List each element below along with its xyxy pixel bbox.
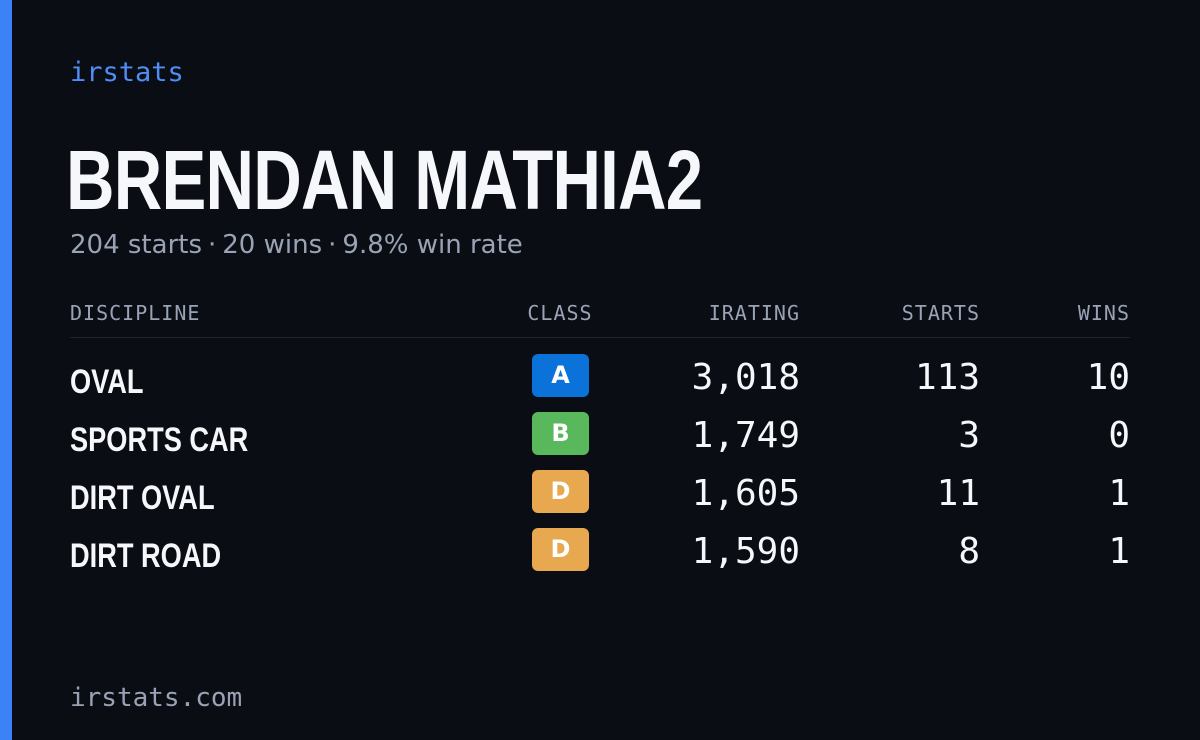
brand-logo-text: irstats — [70, 57, 184, 88]
class-badge: D — [532, 470, 589, 513]
irating-value: 1,590 — [691, 531, 800, 572]
column-header-irating: IRATING — [708, 301, 800, 325]
wins-value: 1 — [1108, 473, 1130, 514]
wins-value: 10 — [1086, 357, 1130, 398]
starts-value: 11 — [936, 473, 980, 514]
footer-url: irstats.com — [70, 683, 243, 713]
starts-summary: 204 starts — [70, 230, 202, 260]
class-badge: B — [532, 412, 589, 455]
class-badge: A — [532, 354, 589, 397]
wins-value: 0 — [1108, 415, 1130, 456]
accent-bar — [0, 0, 12, 740]
table-row: DIRT OVAL D 1,605 11 1 — [0, 470, 1200, 528]
discipline-name: DIRT ROAD — [70, 537, 222, 575]
discipline-name: OVAL — [70, 363, 144, 401]
column-header-wins: WINS — [1077, 301, 1130, 325]
starts-value: 113 — [914, 357, 980, 398]
irating-value: 1,749 — [691, 415, 800, 456]
summary-separator: · — [328, 230, 337, 260]
starts-value: 8 — [958, 531, 980, 572]
table-row: SPORTS CAR B 1,749 3 0 — [0, 412, 1200, 470]
wins-summary: 20 wins — [222, 230, 323, 260]
summary-separator: · — [208, 230, 217, 260]
irating-value: 3,018 — [691, 357, 800, 398]
starts-value: 3 — [958, 415, 980, 456]
class-badge: D — [532, 528, 589, 571]
table-row: OVAL A 3,018 113 10 — [0, 354, 1200, 412]
player-summary: 204 starts · 20 wins · 9.8% win rate — [70, 228, 523, 262]
table-row: DIRT ROAD D 1,590 8 1 — [0, 528, 1200, 586]
irating-value: 1,605 — [691, 473, 800, 514]
column-header-discipline: DISCIPLINE — [70, 301, 201, 325]
wins-value: 1 — [1108, 531, 1130, 572]
player-name: BRENDAN MATHIA2 — [66, 133, 703, 227]
discipline-name: SPORTS CAR — [70, 421, 249, 459]
column-header-starts: STARTS — [901, 301, 980, 325]
column-header-class: CLASS — [527, 301, 593, 325]
header-divider — [70, 337, 1130, 338]
discipline-name: DIRT OVAL — [70, 479, 215, 517]
win-rate-summary: 9.8% win rate — [342, 230, 523, 260]
